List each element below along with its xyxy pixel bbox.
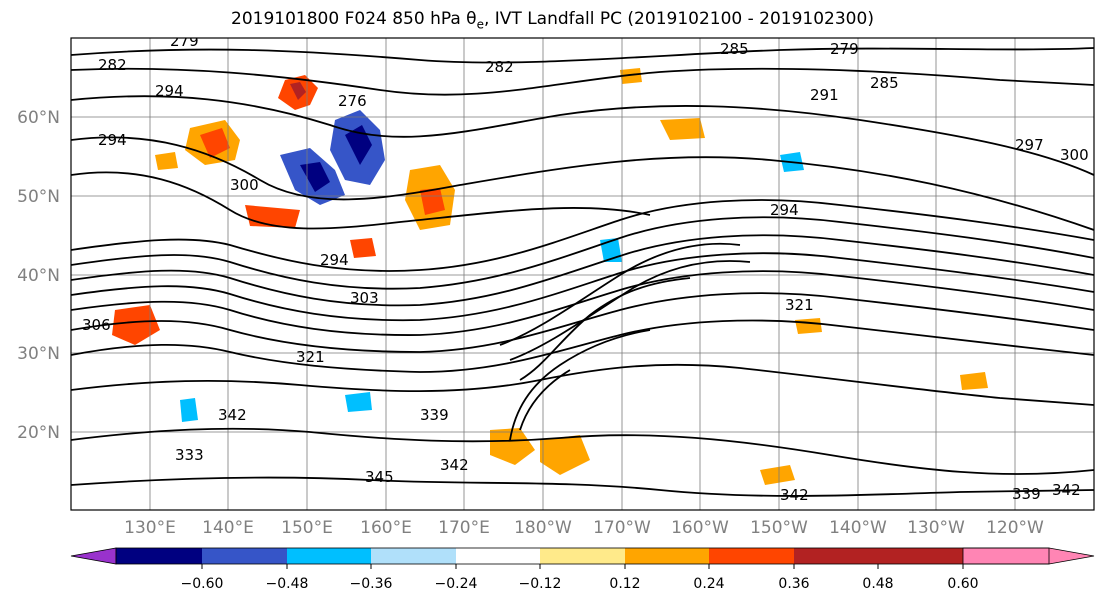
lon-label: 160°E xyxy=(360,518,412,538)
lon-label: 170°W xyxy=(593,518,651,538)
lon-label: 120°W xyxy=(986,518,1044,538)
contour-label: 339 xyxy=(420,406,449,424)
colorbar: −0.60 −0.48 −0.36 −0.24 −0.12 0.12 0.24 … xyxy=(70,547,1095,592)
colorbar-segment xyxy=(709,548,794,564)
latitude-labels: 60°N 50°N 40°N 30°N 20°N xyxy=(17,108,60,443)
colorbar-segment xyxy=(456,548,540,564)
colorbar-outline xyxy=(115,547,1050,565)
contour-label: 306 xyxy=(82,316,111,334)
contour-label: 294 xyxy=(770,201,799,219)
colorbar-tick-label: 0.24 xyxy=(693,576,724,592)
colorbar-tick-labels: −0.60 −0.48 −0.36 −0.24 −0.12 0.12 0.24 … xyxy=(181,576,979,592)
shading-layer xyxy=(112,68,988,485)
colorbar-tick-label: 0.48 xyxy=(862,576,893,592)
colorbar-min-extension xyxy=(70,547,117,565)
title-suffix: , IVT Landfall PC (2019102100 - 20191023… xyxy=(483,9,874,29)
colorbar-max-extension xyxy=(962,547,1095,565)
lon-label: 130°E xyxy=(124,518,176,538)
lat-label: 40°N xyxy=(17,266,60,286)
colorbar-segment xyxy=(116,548,202,564)
contour-label: 282 xyxy=(485,58,514,76)
colorbar-segment xyxy=(540,548,625,564)
colorbar-tick-label: −0.24 xyxy=(435,576,478,592)
map-content: 279 282 285 276 294 285 279 282 291 294 … xyxy=(71,32,1094,510)
lon-label: 140°E xyxy=(202,518,254,538)
contour-label: 300 xyxy=(1060,146,1089,164)
contour-label: 294 xyxy=(320,251,349,269)
lat-label: 20°N xyxy=(17,423,60,443)
map-background xyxy=(71,38,1094,510)
contour-label: 276 xyxy=(338,92,367,110)
lat-label: 50°N xyxy=(17,187,60,207)
lon-label: 180°W xyxy=(514,518,572,538)
lat-label: 30°N xyxy=(17,344,60,364)
colorbar-tick-label: 0.36 xyxy=(778,576,809,592)
contour-label: 285 xyxy=(720,40,749,58)
contour-label: 303 xyxy=(350,289,379,307)
contour-label: 339 xyxy=(1012,485,1041,503)
colorbar-tick-label: −0.36 xyxy=(350,576,393,592)
contour-label: 291 xyxy=(810,86,839,104)
colorbar-segment xyxy=(794,548,878,564)
contour-label: 294 xyxy=(155,82,184,100)
contour-label: 285 xyxy=(870,74,899,92)
colorbar-tick-label: 0.60 xyxy=(947,576,978,592)
grid-lines xyxy=(71,38,1094,510)
longitude-labels: 130°E 140°E 150°E 160°E 170°E 180°W 170°… xyxy=(124,518,1044,538)
contour-labels: 279 282 285 276 294 285 279 282 291 294 … xyxy=(82,32,1089,504)
map-frame xyxy=(70,37,1095,511)
contour-label: 300 xyxy=(230,176,259,194)
lon-label: 140°W xyxy=(829,518,887,538)
colorbar-segment xyxy=(371,548,456,564)
map-title: 2019101800 F024 850 hPa θe, IVT Landfall… xyxy=(0,9,1105,31)
colorbar-tick-label: −0.60 xyxy=(181,576,224,592)
contour-label: 342 xyxy=(440,456,469,474)
colorbar-segment xyxy=(625,548,709,564)
colorbar-tick-label: −0.48 xyxy=(266,576,309,592)
contour-label: 333 xyxy=(175,446,204,464)
contour-label: 279 xyxy=(830,40,859,58)
contour-label: 294 xyxy=(98,131,127,149)
lon-label: 150°W xyxy=(750,518,808,538)
contour-lines xyxy=(71,47,1094,497)
lon-label: 150°E xyxy=(281,518,333,538)
lat-label: 60°N xyxy=(17,108,60,128)
contour-label: 282 xyxy=(98,56,127,74)
colorbar-ticks xyxy=(201,564,964,569)
contour-label: 321 xyxy=(296,348,325,366)
contour-label: 342 xyxy=(218,406,247,424)
lon-label: 170°E xyxy=(438,518,490,538)
title-prefix: 2019101800 F024 850 hPa θ xyxy=(231,9,477,29)
colorbar-tick-label: −0.12 xyxy=(519,576,562,592)
contour-label: 297 xyxy=(1015,136,1044,154)
contour-label: 345 xyxy=(365,468,394,486)
lon-label: 130°W xyxy=(907,518,965,538)
colorbar-tick-label: 0.12 xyxy=(609,576,640,592)
colorbar-segment xyxy=(878,548,963,564)
colorbar-segment xyxy=(202,548,287,564)
contour-label: 342 xyxy=(1052,481,1081,499)
contour-label: 321 xyxy=(785,296,814,314)
title-subscript: e xyxy=(476,17,484,32)
contour-label: 279 xyxy=(170,32,199,50)
lon-label: 160°W xyxy=(671,518,729,538)
colorbar-segment xyxy=(287,548,371,564)
contour-label: 342 xyxy=(780,486,809,504)
